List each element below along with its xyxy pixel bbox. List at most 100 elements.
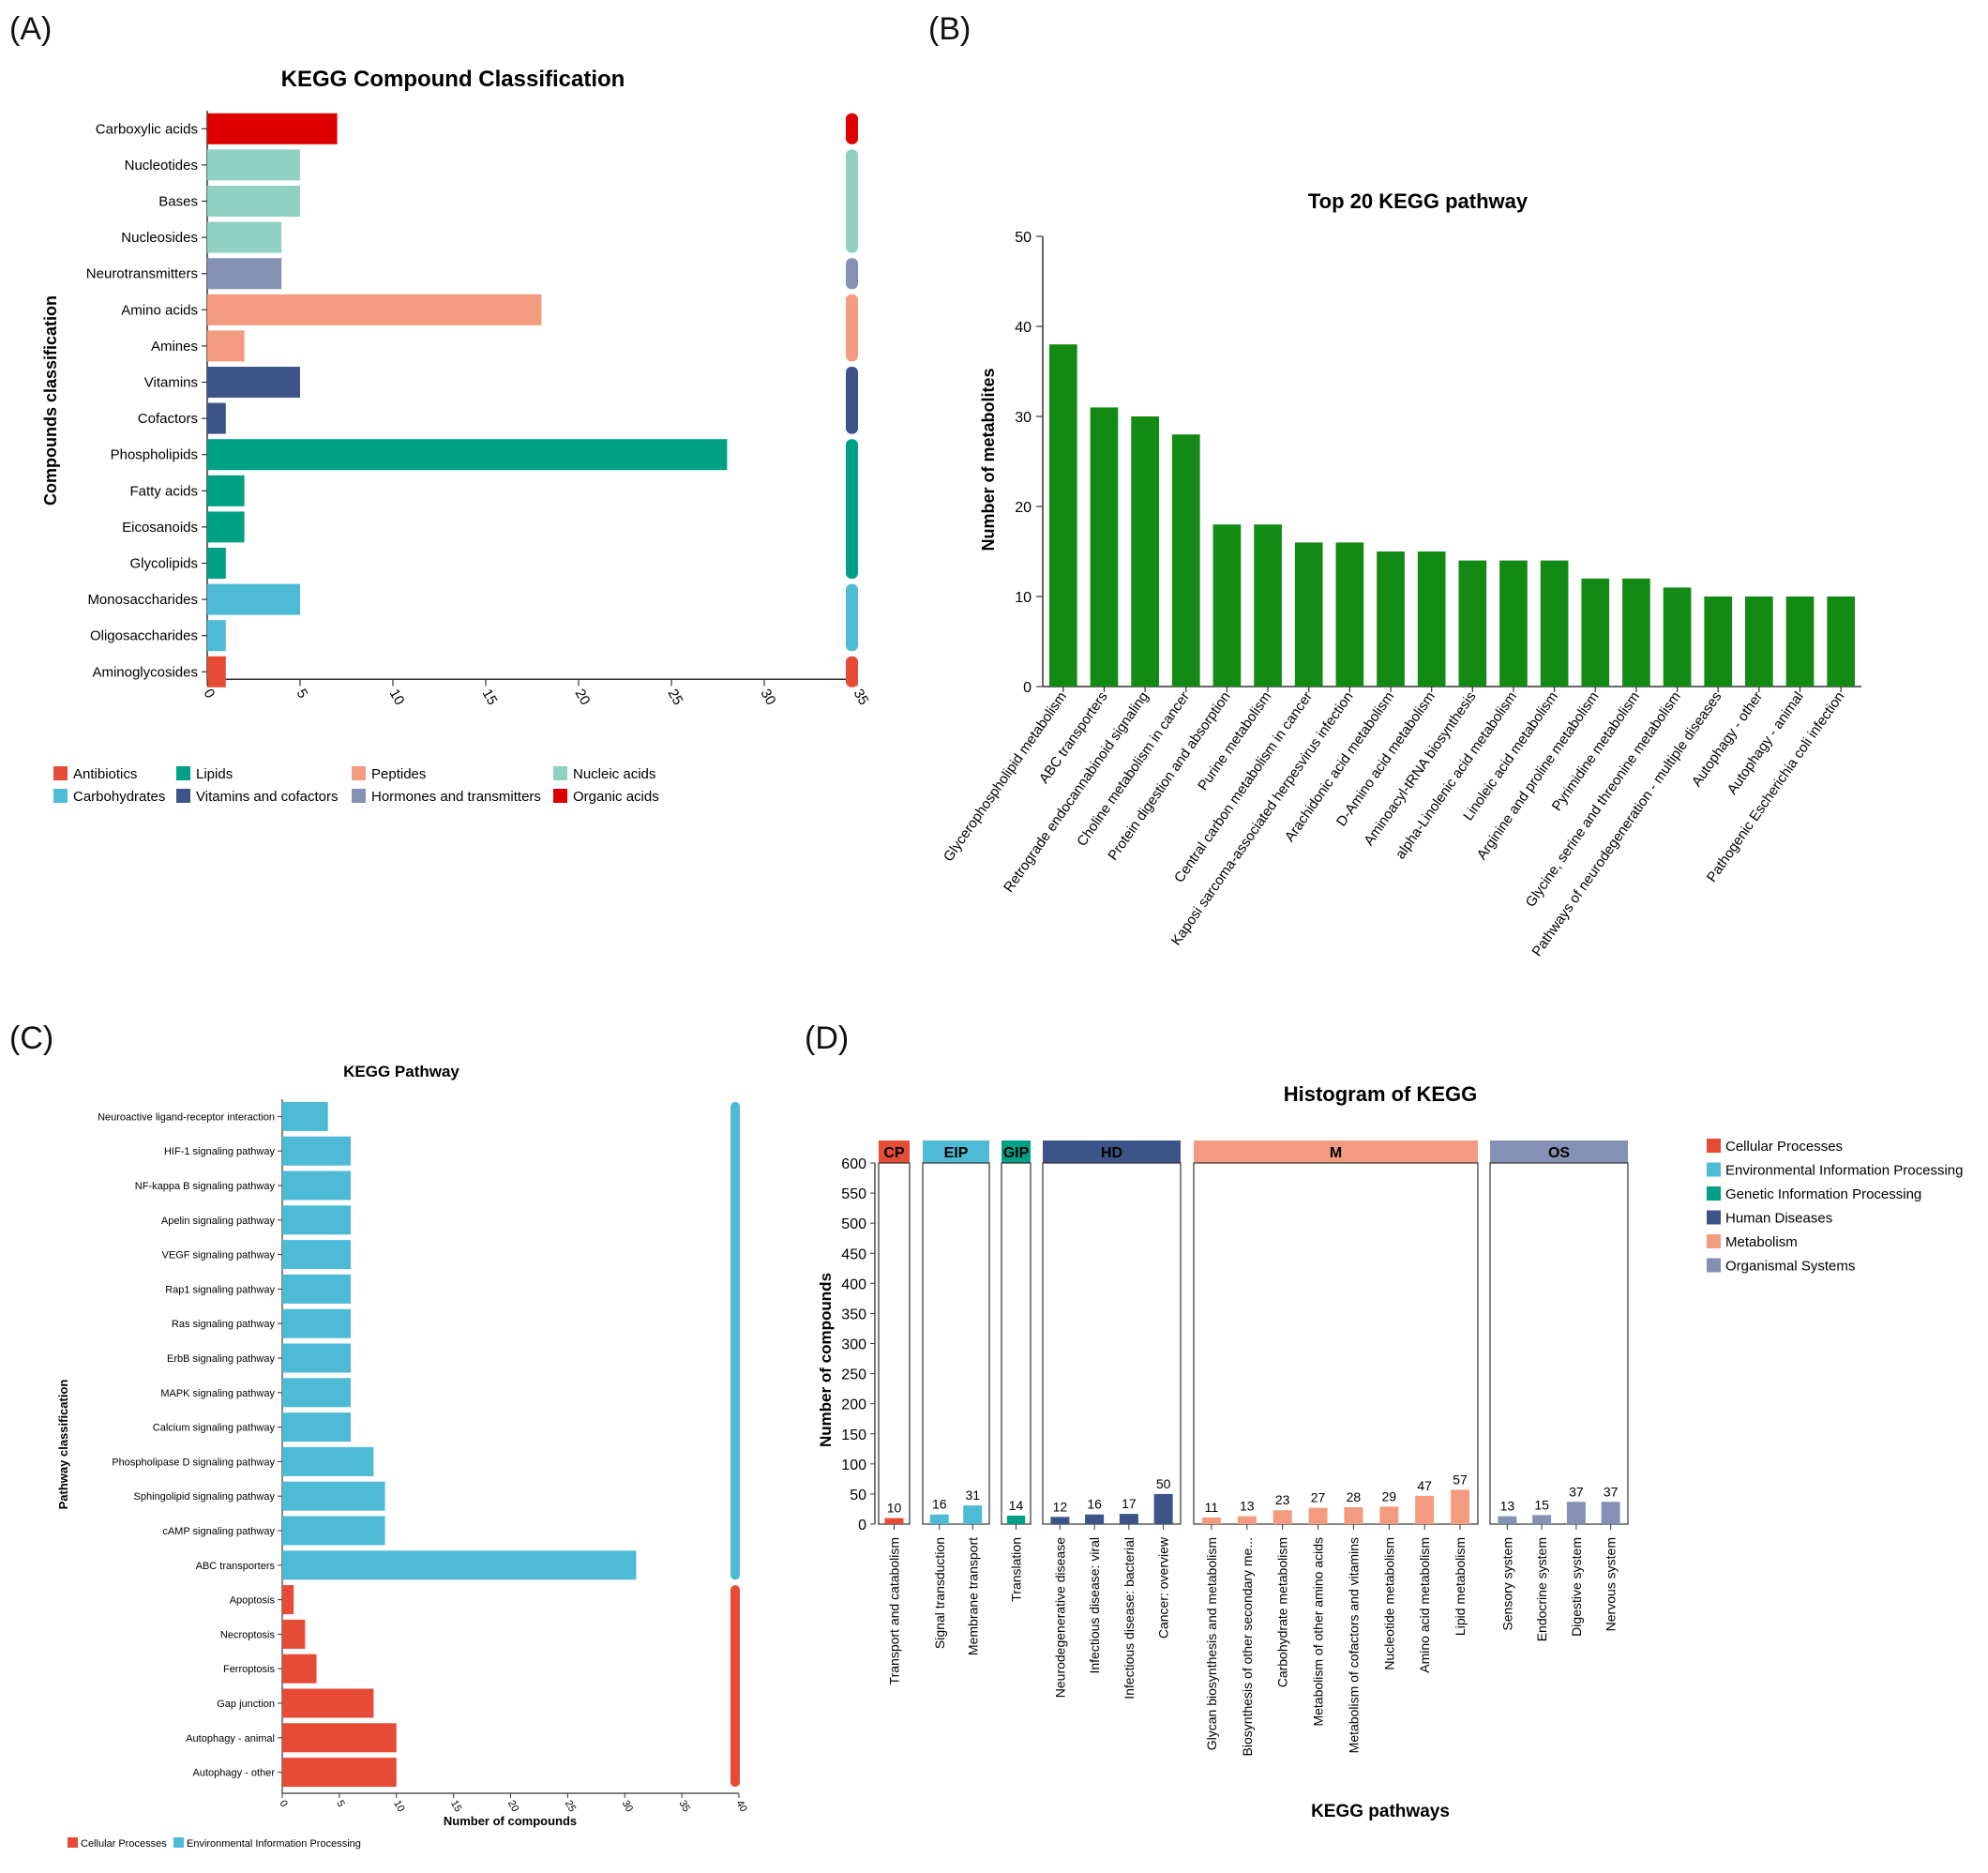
chart-d-ytick-label: 500 <box>841 1216 866 1232</box>
chart-c-ylabel-autophagy-animal: Autophagy - animal <box>186 1733 275 1745</box>
chart-d-value-nervous-system: 37 <box>1604 1484 1619 1499</box>
chart-d-bar-nucleotide-metabolism <box>1379 1506 1399 1524</box>
chart-c-bar-rap1-signaling-pathway <box>282 1274 352 1304</box>
chart-c-xtick-label: 40 <box>733 1799 749 1815</box>
chart-d-facet-panel-os <box>1489 1162 1629 1525</box>
chart-c-legend-cellular-processes: Cellular Processes <box>81 1838 167 1850</box>
chart-d-bar-signal-transduction <box>929 1514 949 1524</box>
chart-d-xlabel-signal-transduction: Signal transduction <box>932 1537 947 1649</box>
chart-d-facet-code-eip: EIP <box>944 1145 969 1161</box>
chart-c-bar-autophagy-other <box>282 1758 397 1788</box>
chart-d-xlabel-cancer-overview: Cancer: overview <box>1156 1536 1171 1639</box>
chart-a-xtick-label: 35 <box>851 687 872 708</box>
chart-a-bar-phospholipids <box>207 439 728 471</box>
chart-a-bar-cofactors <box>207 402 226 434</box>
chart-c-ylabel-erbb-signaling-pathway: ErbB signaling pathway <box>167 1353 275 1365</box>
chart-a-legend-vitamins-and-cofactors: Vitamins and cofactors <box>196 789 338 805</box>
chart-d-bar-carbohydrate-metabolism <box>1273 1510 1292 1524</box>
chart-a-ylabel-phospholipids: Phospholipids <box>111 447 198 463</box>
chart-d-bar-sensory-system <box>1498 1516 1517 1524</box>
chart-d-ytick-label: 550 <box>841 1186 866 1202</box>
chart-a-legend-organic-acids: Organic acids <box>573 789 659 805</box>
chart-c-group-strip-cellular-processes <box>730 1585 740 1788</box>
chart-d-facet-code-cp: CP <box>883 1145 905 1161</box>
chart-d-bar-translation <box>1006 1516 1026 1524</box>
chart-b-bar-protein-digestion-and-absorption <box>1212 524 1242 687</box>
chart-c-bar-camp-signaling-pathway <box>282 1516 385 1546</box>
chart-b-title: Top 20 KEGG pathway <box>1308 189 1529 213</box>
chart-d-value-metabolism-of-other-amino-acids: 27 <box>1311 1490 1326 1505</box>
chart-b-bar-kaposi-sarcoma-associated-herpesvirus-infection <box>1335 542 1364 687</box>
chart-c-xtick-label: 20 <box>505 1799 521 1815</box>
chart-a-group-strip-peptides <box>846 294 858 362</box>
chart-d-value-cancer-overview: 50 <box>1156 1476 1171 1491</box>
chart-c-bar-abc-transporters <box>282 1550 637 1580</box>
chart-a-ylabel-nucleotides: Nucleotides <box>125 158 198 174</box>
chart-d-bar-biosynthesis-of-other-secondary-me <box>1237 1516 1257 1524</box>
chart-a-legend-swatch-lipids <box>176 766 190 780</box>
chart-a-group-strip-hormones-and-transmitters <box>846 258 858 290</box>
chart-c-title: KEGG Pathway <box>343 1063 459 1080</box>
chart-a-xtick-label: 20 <box>572 687 594 708</box>
chart-d-legend-swatch-cellular-processes <box>1707 1139 1721 1153</box>
chart-d-xlabel-transport-and-catabolism: Transport and catabolism <box>887 1537 902 1684</box>
chart-b-ytick-label: 30 <box>1015 410 1032 426</box>
chart-c-ylabel-hif-1-signaling-pathway: HIF-1 signaling pathway <box>164 1146 276 1157</box>
chart-a-ylabel-monosaccharides: Monosaccharides <box>87 592 198 608</box>
chart-a-ylabel-eicosanoids: Eicosanoids <box>122 520 198 536</box>
chart-b-bar-purine-metabolism <box>1254 524 1282 687</box>
chart-d-ytick-label: 100 <box>841 1458 866 1473</box>
chart-c-bar-hif-1-signaling-pathway <box>282 1136 352 1166</box>
chart-a-bar-monosaccharides <box>207 583 300 615</box>
chart-a-ylabel-amines: Amines <box>151 339 198 355</box>
panel-label-d: (D) <box>805 1020 850 1056</box>
chart-d-legend-metabolism: Metabolism <box>1725 1234 1798 1250</box>
chart-a-group-strip-nucleic-acids <box>846 149 858 253</box>
chart-a-bar-bases <box>207 186 300 217</box>
chart-d-value-signal-transduction: 16 <box>932 1497 947 1512</box>
chart-d-value-sensory-system: 13 <box>1500 1499 1515 1514</box>
chart-a-bar-glycolipids <box>207 548 226 579</box>
chart-c-ylabel-apelin-signaling-pathway: Apelin signaling pathway <box>161 1216 276 1227</box>
chart-a-group-strip-organic-acids <box>846 113 858 144</box>
chart-a-legend-antibiotics: Antibiotics <box>73 766 137 782</box>
chart-a-xtick-label: 15 <box>479 687 501 708</box>
chart-b-bar-arachidonic-acid-metabolism <box>1377 551 1405 687</box>
chart-b-bar-pathways-of-neurodegeneration-multiple-diseases <box>1704 597 1733 687</box>
chart-d-facet-panel-cp <box>878 1162 911 1525</box>
chart-a-bar-nucleotides <box>207 149 300 181</box>
chart-d-ytick-label: 200 <box>841 1397 866 1413</box>
chart-d-facet-header-m <box>1194 1140 1478 1163</box>
chart-d-facet-code-os: OS <box>1548 1145 1570 1161</box>
chart-c-xtick-label: 25 <box>563 1799 579 1815</box>
chart-d-ytick-label: 150 <box>841 1427 866 1443</box>
chart-d-value-membrane-transport: 31 <box>965 1488 980 1503</box>
chart-a-bar-carboxylic-acids <box>207 113 338 144</box>
chart-d-facet-panel-gip <box>1001 1162 1032 1525</box>
chart-d-value-biosynthesis-of-other-secondary-me: 13 <box>1240 1499 1255 1514</box>
chart-c-ylabel-apoptosis: Apoptosis <box>230 1595 276 1607</box>
chart-d-bar-amino-acid-metabolism <box>1415 1495 1435 1524</box>
chart-d-legend-swatch-organismal-systems <box>1707 1258 1721 1273</box>
chart-b-bar-abc-transporters <box>1090 407 1119 687</box>
chart-d-xlabel-nervous-system: Nervous system <box>1604 1537 1619 1631</box>
chart-d-value-digestive-system: 37 <box>1569 1484 1584 1499</box>
chart-c-xlabel: Number of compounds <box>444 1814 577 1828</box>
chart-d-value-metabolism-of-cofactors-and-vitamins: 28 <box>1347 1489 1362 1504</box>
chart-d-value-amino-acid-metabolism: 47 <box>1417 1478 1432 1493</box>
chart-d-facet-code-m: M <box>1330 1145 1342 1161</box>
chart-c-xtick-label: 15 <box>448 1799 464 1815</box>
chart-d-legend-human-diseases: Human Diseases <box>1725 1211 1832 1227</box>
chart-a-ylabel-fatty-acids: Fatty acids <box>129 483 198 499</box>
panel-label-b: (B) <box>928 11 971 47</box>
chart-d-facet-code-hd: HD <box>1101 1145 1122 1161</box>
chart-d-bar-infectious-disease-bacterial <box>1119 1514 1138 1524</box>
chart-c-ylabel-ferroptosis: Ferroptosis <box>223 1664 276 1675</box>
chart-c-bar-phospholipase-d-signaling-pathway <box>282 1446 374 1476</box>
chart-b-bar-autophagy-animal <box>1785 597 1815 687</box>
chart-d-ytick-label: 450 <box>841 1246 866 1262</box>
chart-d-value-carbohydrate-metabolism: 23 <box>1275 1492 1290 1507</box>
chart-d-xlabel-digestive-system: Digestive system <box>1569 1537 1584 1637</box>
chart-c-ylabel-neuroactive-ligand-receptor-interaction: Neuroactive ligand-receptor interaction <box>98 1111 275 1123</box>
chart-a-legend-swatch-nucleic-acids <box>553 766 567 780</box>
